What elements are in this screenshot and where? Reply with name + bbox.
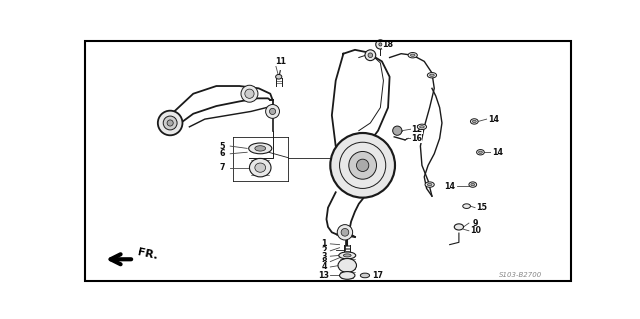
Text: 3: 3 <box>321 252 327 261</box>
Ellipse shape <box>255 146 266 151</box>
Ellipse shape <box>420 126 424 128</box>
Ellipse shape <box>425 182 435 187</box>
Text: 14: 14 <box>492 148 503 157</box>
Ellipse shape <box>471 183 475 186</box>
Text: 5: 5 <box>220 142 225 151</box>
Circle shape <box>158 111 182 135</box>
Ellipse shape <box>360 273 369 278</box>
Ellipse shape <box>255 163 266 172</box>
Text: 11: 11 <box>275 57 285 66</box>
Text: 13: 13 <box>319 271 330 280</box>
Text: 18: 18 <box>383 40 394 49</box>
Circle shape <box>340 142 386 189</box>
Ellipse shape <box>470 119 478 124</box>
Ellipse shape <box>340 271 355 279</box>
Ellipse shape <box>249 143 272 154</box>
Circle shape <box>349 152 376 179</box>
Circle shape <box>379 43 382 46</box>
Text: S103-B2700: S103-B2700 <box>499 272 542 278</box>
Ellipse shape <box>344 254 351 257</box>
Text: 15: 15 <box>477 203 488 212</box>
Text: 16: 16 <box>411 134 422 143</box>
Text: 17: 17 <box>372 271 383 280</box>
Ellipse shape <box>479 151 483 153</box>
Circle shape <box>269 108 276 115</box>
Ellipse shape <box>429 74 435 76</box>
Circle shape <box>241 85 258 102</box>
Circle shape <box>365 50 376 61</box>
Circle shape <box>167 120 173 126</box>
Text: 7: 7 <box>220 163 225 172</box>
Ellipse shape <box>408 53 417 58</box>
Circle shape <box>356 159 369 172</box>
Text: 12: 12 <box>411 125 422 134</box>
Ellipse shape <box>469 182 477 187</box>
Text: 14: 14 <box>488 115 499 124</box>
Ellipse shape <box>276 74 282 79</box>
Circle shape <box>330 133 395 198</box>
Circle shape <box>266 105 280 118</box>
Ellipse shape <box>477 150 484 155</box>
Text: 11: 11 <box>275 57 285 66</box>
Text: 8: 8 <box>321 257 327 266</box>
Ellipse shape <box>428 183 432 186</box>
Circle shape <box>337 225 353 240</box>
Circle shape <box>163 116 177 130</box>
Text: 14: 14 <box>444 182 455 191</box>
Circle shape <box>368 53 372 57</box>
Text: 1: 1 <box>321 239 327 249</box>
Circle shape <box>393 126 402 135</box>
Text: 6: 6 <box>220 149 225 158</box>
Ellipse shape <box>339 252 356 259</box>
Ellipse shape <box>338 258 356 272</box>
Circle shape <box>245 89 254 98</box>
Text: 2: 2 <box>321 246 327 255</box>
Text: FR.: FR. <box>137 248 159 262</box>
Circle shape <box>376 40 385 49</box>
Text: 9: 9 <box>473 219 479 227</box>
Circle shape <box>341 228 349 236</box>
Ellipse shape <box>250 159 271 177</box>
Text: 10: 10 <box>470 226 481 235</box>
Ellipse shape <box>428 72 436 78</box>
Ellipse shape <box>410 54 415 56</box>
Ellipse shape <box>454 224 463 230</box>
Text: 4: 4 <box>321 263 327 271</box>
Ellipse shape <box>417 124 427 130</box>
Ellipse shape <box>463 204 470 208</box>
Ellipse shape <box>472 120 476 122</box>
